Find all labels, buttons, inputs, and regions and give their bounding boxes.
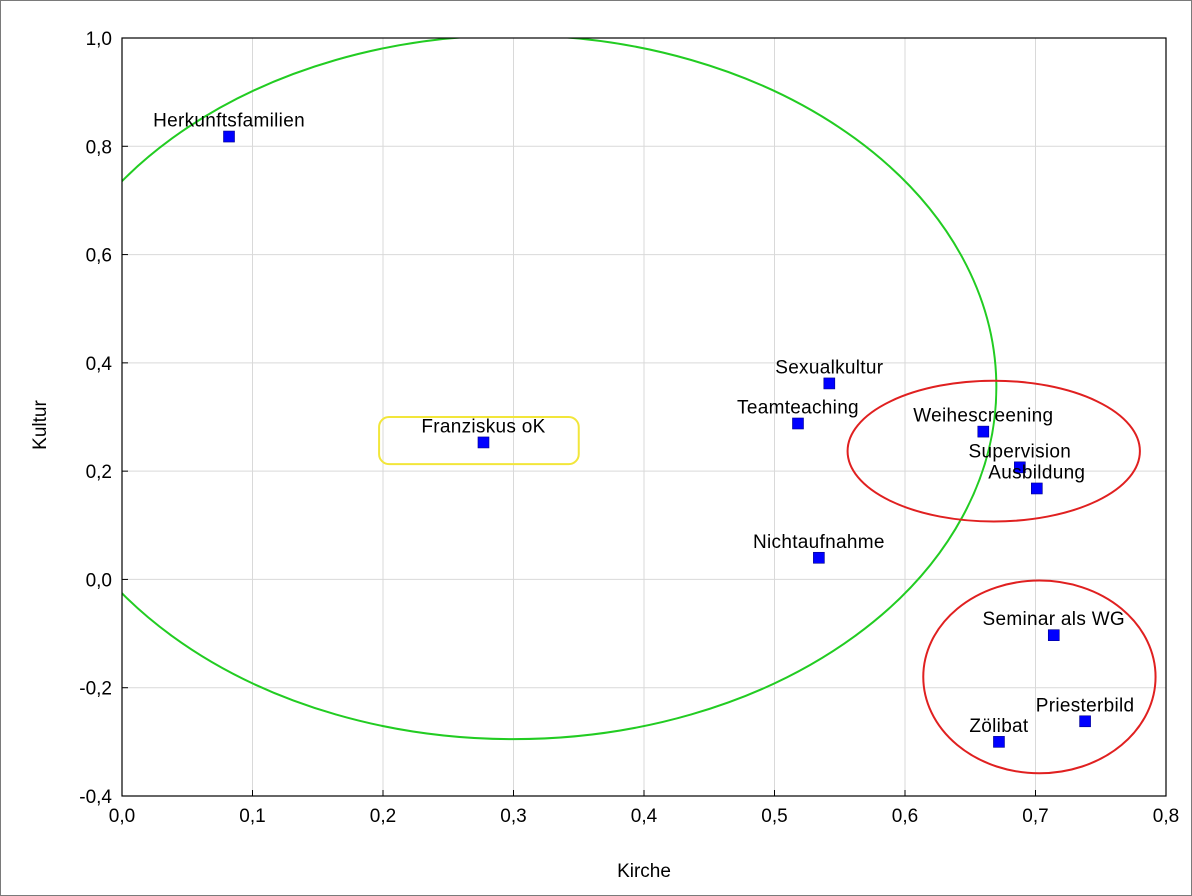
x-tick-label: 0,3 <box>500 806 526 827</box>
point-marker <box>977 425 990 438</box>
point-marker <box>223 130 235 143</box>
highlight-ellipse-4 <box>922 579 1157 775</box>
x-tick-label: 0,8 <box>1153 806 1179 827</box>
highlight-ellipse-1 <box>122 38 998 741</box>
x-tick-label: 0,5 <box>761 806 787 827</box>
point-label: Weihescreening <box>913 406 1053 427</box>
y-tick-label: 0,4 <box>86 354 113 375</box>
point-label: Herkunftsfamilien <box>153 111 305 132</box>
point-marker <box>813 551 825 564</box>
highlight-box <box>378 416 580 466</box>
point-marker <box>1014 461 1026 474</box>
x-tick-label: 0,6 <box>892 806 918 827</box>
data-points <box>223 130 1091 748</box>
plot-border <box>121 37 1167 797</box>
point-labels: Herkunftsfamilien Franziskus oK Sexualkult… <box>153 111 1134 737</box>
x-tick-labels: 0,0 0,1 0,2 0,3 0,4 0,5 0,6 0,7 0,8 <box>109 790 1179 827</box>
point-marker <box>1047 629 1060 641</box>
x-tick-label: 0,1 <box>239 806 265 827</box>
point-marker <box>823 377 836 390</box>
x-tick-label: 0,0 <box>109 806 135 827</box>
point-label: Priesterbild <box>1036 695 1135 716</box>
point-label: Zölibat <box>969 716 1029 737</box>
point-label: Nichtaufnahme <box>753 532 885 553</box>
x-axis-title: Kirche <box>617 861 671 882</box>
x-tick-label: 0,4 <box>631 806 658 827</box>
y-tick-label: 0,8 <box>86 137 112 158</box>
y-tick-label: 0,2 <box>86 462 112 483</box>
point-marker <box>1079 715 1091 728</box>
y-axis-title: Kultur <box>30 400 51 450</box>
point-label: Sexualkultur <box>775 357 884 378</box>
point-label: Teamteaching <box>737 397 859 418</box>
point-label: Ausbildung <box>988 462 1085 483</box>
annotation-shapes <box>122 38 1157 775</box>
x-tick-label: 0,2 <box>370 806 396 827</box>
y-tick-label: -0,2 <box>79 679 112 700</box>
y-tick-labels: -0,4 -0,2 0,0 0,2 0,4 0,6 0,8 1,0 <box>79 29 128 808</box>
point-marker <box>792 417 804 430</box>
x-tick-label: 0,7 <box>1022 806 1048 827</box>
y-tick-label: 1,0 <box>86 29 112 50</box>
highlight-ellipse-3 <box>846 379 1141 523</box>
point-marker <box>993 736 1005 748</box>
y-tick-label: -0,4 <box>79 787 112 808</box>
y-tick-label: 0,0 <box>86 570 112 591</box>
point-marker <box>477 436 490 449</box>
point-marker <box>1031 482 1043 495</box>
y-tick-label: 0,6 <box>86 246 112 267</box>
point-label: Supervision <box>969 441 1072 462</box>
point-label: Seminar als WG <box>983 609 1126 630</box>
point-label: Franziskus oK <box>421 416 545 437</box>
